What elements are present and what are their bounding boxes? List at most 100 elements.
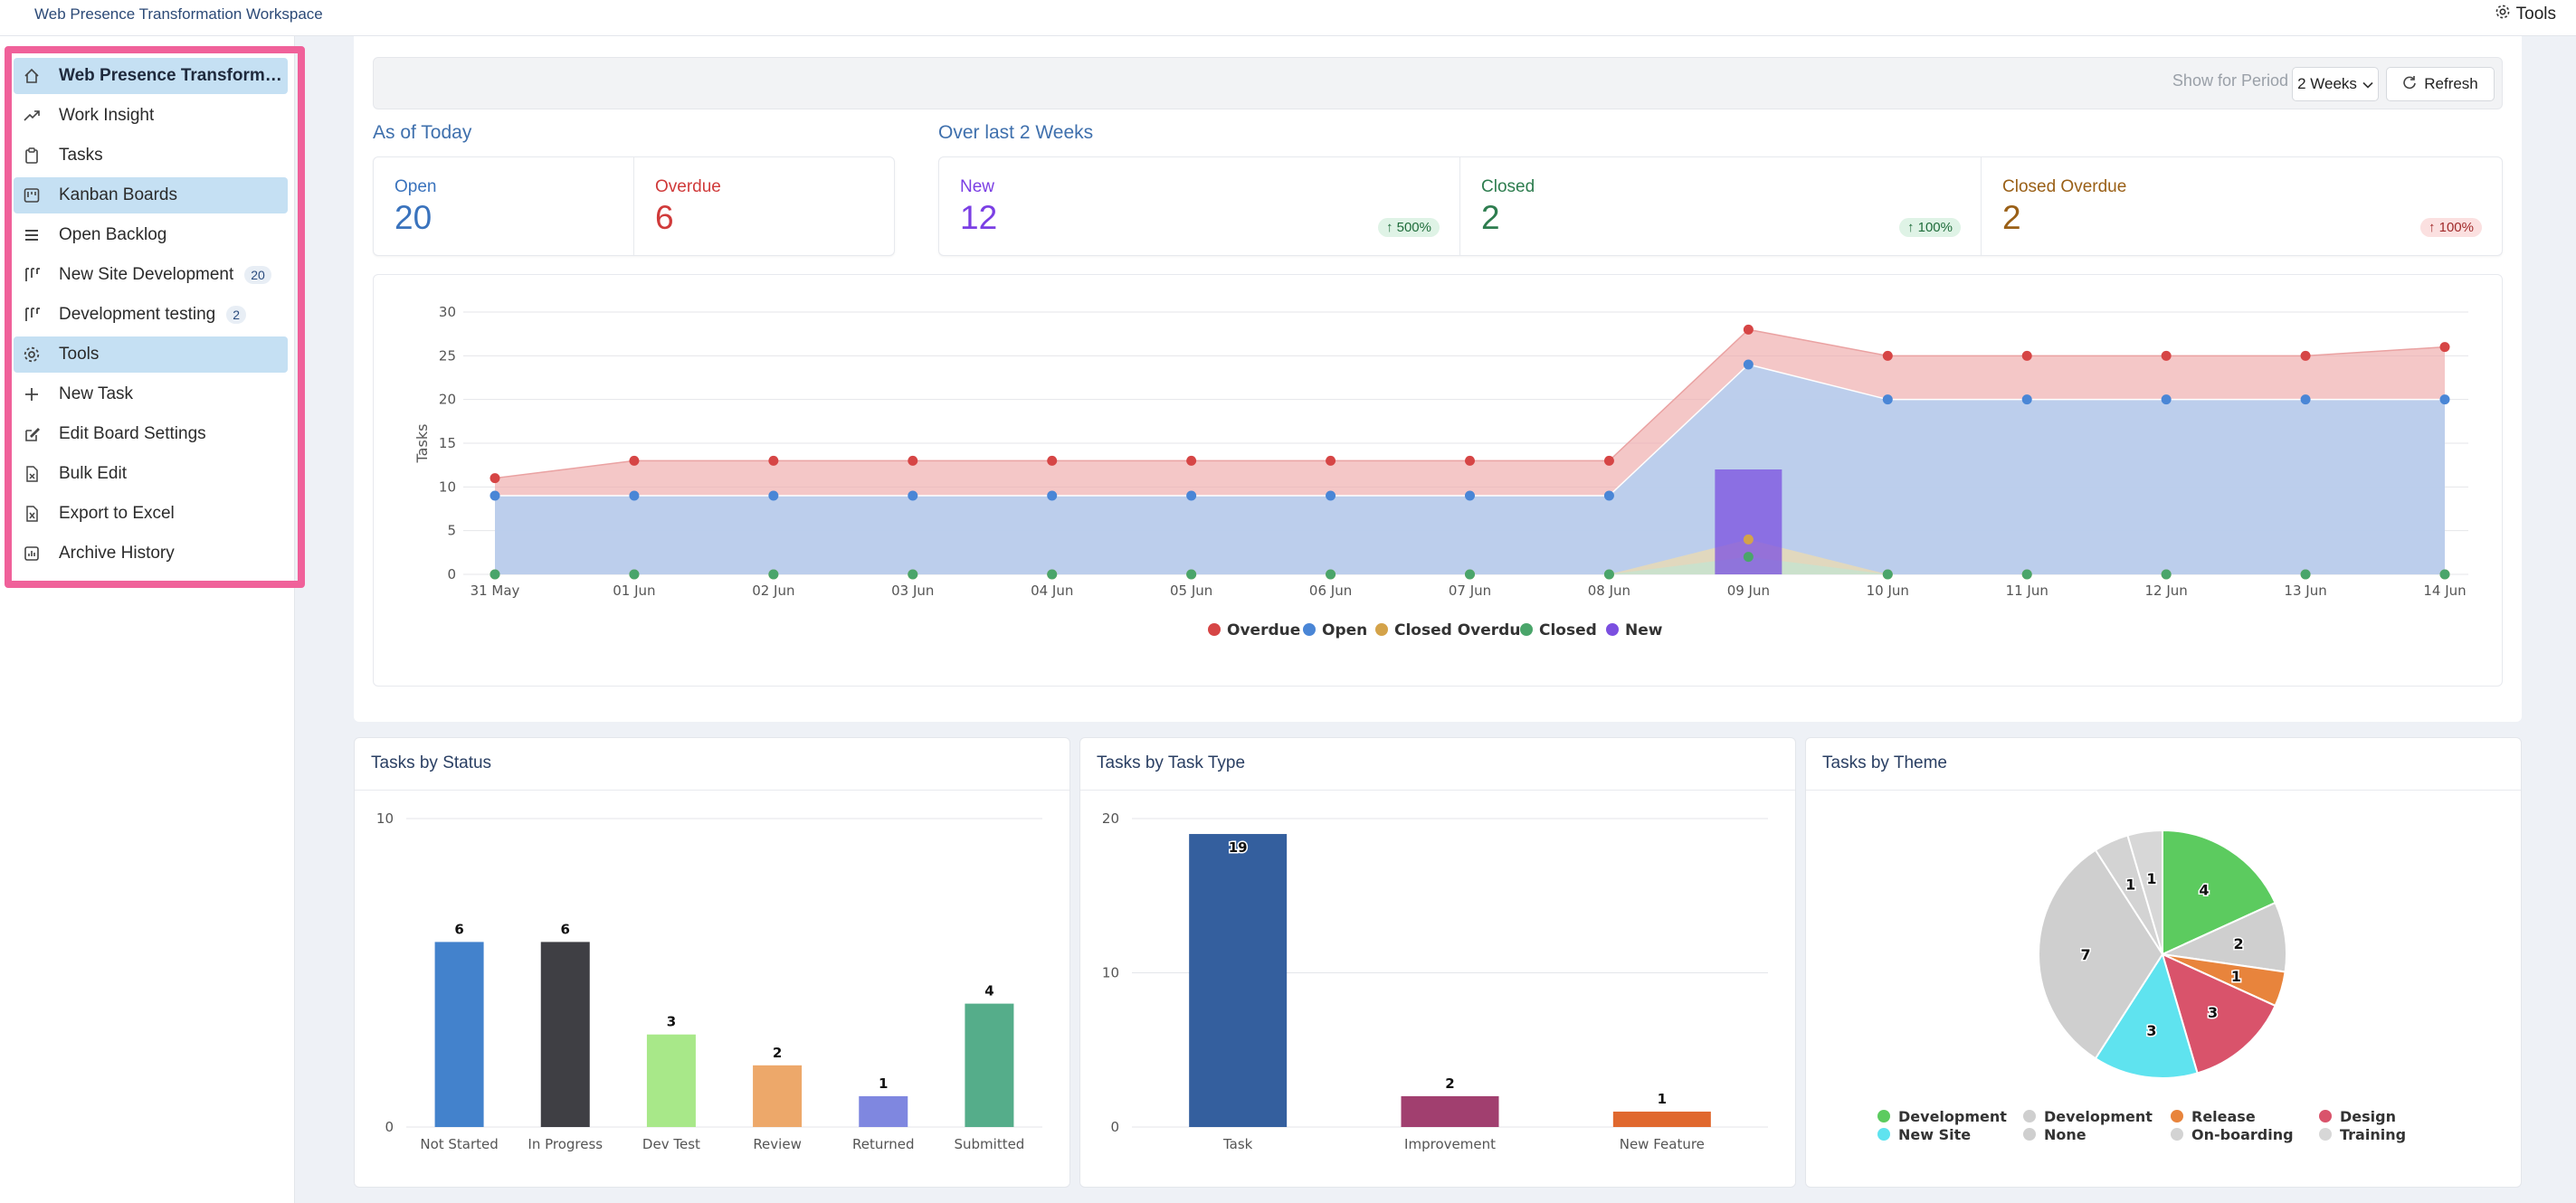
sidebar-item-development-testing[interactable]: Development testing 2 — [14, 297, 288, 333]
pie-slice — [2162, 829, 2277, 956]
sidebar-item-edit-board-settings[interactable]: Edit Board Settings — [14, 416, 288, 452]
sidebar-item-bulk-edit[interactable]: Bulk Edit — [14, 456, 288, 492]
stat-label: Overdue — [655, 177, 721, 196]
legend-label: None — [2044, 1126, 2086, 1143]
period-value: 2 Weeks — [2297, 75, 2357, 92]
bar — [434, 942, 484, 1127]
overdue-point — [1047, 455, 1058, 466]
bar — [1612, 1111, 1711, 1127]
y-tick-label: 15 — [439, 435, 456, 451]
x-tick-label: 10 Jun — [1867, 583, 1909, 599]
stat-value: 6 — [655, 199, 674, 236]
y-tick-label: 25 — [439, 347, 456, 364]
chevron-down-icon — [2362, 75, 2373, 93]
stat-value: 12 — [960, 199, 998, 236]
sidebar-item-label: New Site Development — [59, 265, 234, 284]
open-area — [495, 365, 2445, 574]
legend-label: Closed — [1539, 621, 1597, 639]
chart-box-icon — [23, 545, 41, 563]
overdue-point — [1882, 350, 1893, 361]
sidebar-item-open-backlog[interactable]: Open Backlog — [14, 217, 288, 253]
closed-point — [1603, 569, 1614, 580]
open-point — [1326, 490, 1336, 501]
open-point — [1047, 490, 1058, 501]
closed-point — [2161, 569, 2172, 580]
trend-badge: ↑ 100% — [1898, 218, 1961, 237]
stat-closed[interactable]: Closed 2 ↑ 100% — [1460, 157, 1982, 255]
data-label: 2 — [1445, 1075, 1454, 1092]
sidebar-item-kanban-boards[interactable]: Kanban Boards — [14, 177, 288, 213]
sidebar-item-export-to-excel[interactable]: Export to Excel — [14, 496, 288, 532]
sidebar-item-label: Export to Excel — [59, 504, 175, 523]
slice-label: 1 — [2146, 870, 2156, 887]
open-point — [1603, 490, 1614, 501]
closed-point — [2021, 569, 2032, 580]
legend-label: On-boarding — [2191, 1126, 2294, 1143]
stat-overdue[interactable]: Overdue 6 — [634, 157, 894, 255]
x-tick-label: 01 Jun — [613, 583, 655, 599]
y-tick-label: 0 — [1110, 1119, 1119, 1135]
sidebar-item-web-presence-transformation-workspace[interactable]: Web Presence Transformation Workspace — [14, 58, 288, 94]
data-label: 1 — [879, 1075, 888, 1092]
x-tick-label: 11 Jun — [2006, 583, 2048, 599]
data-label: 19 — [1229, 839, 1248, 856]
x-tick-label: Dev Test — [642, 1136, 700, 1152]
sidebar-item-label: Development testing — [59, 305, 216, 324]
overdue-point — [1603, 455, 1614, 466]
period-select[interactable]: 2 Weeks — [2292, 67, 2379, 101]
refresh-icon — [2402, 75, 2417, 94]
sidebar-item-tasks[interactable]: Tasks — [14, 137, 288, 174]
stat-label: New — [960, 177, 995, 196]
sidebar-nav: Web Presence Transformation Workspace Wor… — [14, 58, 288, 575]
sidebar-item-archive-history[interactable]: Archive History — [14, 535, 288, 572]
x-tick-label: 02 Jun — [752, 583, 794, 599]
sidebar-item-label: Open Backlog — [59, 225, 167, 244]
filter-bar: Show for Period 2 Weeks Refresh — [373, 57, 2503, 109]
open-point — [2439, 394, 2450, 405]
sidebar-item-work-insight[interactable]: Work Insight — [14, 98, 288, 134]
slice-label: 3 — [2208, 1004, 2218, 1021]
x-tick-label: 13 Jun — [2284, 583, 2326, 599]
legend-label: Closed Overdue — [1394, 621, 1531, 639]
x-tick-label: Returned — [852, 1136, 915, 1152]
legend-label: Overdue — [1227, 621, 1300, 639]
data-label: 1 — [1658, 1091, 1667, 1107]
y-tick-label: 30 — [439, 304, 456, 320]
x-tick-label: 09 Jun — [1727, 583, 1770, 599]
open-point — [2021, 394, 2032, 405]
x-tick-label: Improvement — [1404, 1136, 1496, 1152]
legend-marker — [1606, 623, 1619, 636]
y-tick-label: 5 — [447, 523, 456, 539]
refresh-button[interactable]: Refresh — [2386, 67, 2495, 101]
y-tick-label: 0 — [385, 1119, 394, 1135]
sidebar-item-new-task[interactable]: New Task — [14, 376, 288, 412]
closed-point — [490, 569, 500, 580]
bar — [646, 1034, 696, 1127]
closed-point — [1326, 569, 1336, 580]
y-tick-label: 20 — [1102, 810, 1119, 827]
x-tick-label: In Progress — [528, 1136, 603, 1152]
legend-marker — [2023, 1110, 2036, 1122]
overdue-point — [1465, 455, 1475, 466]
stat-closed-overdue[interactable]: Closed Overdue 2 ↑ 100% — [1982, 157, 2502, 255]
overdue-point — [1743, 324, 1754, 335]
tools-menu-button[interactable]: Tools — [2495, 4, 2556, 25]
closed-point — [629, 569, 640, 580]
overdue-point — [768, 455, 779, 466]
y-tick-label: 0 — [447, 566, 456, 583]
y-tick-label: 20 — [439, 392, 456, 408]
kanban-icon — [23, 186, 41, 204]
open-point — [629, 490, 640, 501]
sidebar-item-tools[interactable]: Tools — [14, 336, 288, 373]
sidebar-item-new-site-development[interactable]: New Site Development 20 — [14, 257, 288, 293]
stat-open[interactable]: Open 20 — [374, 157, 634, 255]
sidebar-item-label: Tools — [59, 345, 100, 364]
task-type-panel-title: Tasks by Task Type — [1080, 738, 1795, 791]
trend-value: 100% — [1917, 220, 1953, 235]
home-icon — [23, 67, 41, 85]
overdue-point — [1326, 455, 1336, 466]
stat-new[interactable]: New 12 ↑ 500% — [939, 157, 1460, 255]
overdue-point — [490, 473, 500, 484]
trend-badge: ↑ 500% — [1377, 218, 1440, 237]
pie-slice — [2094, 952, 2199, 1079]
